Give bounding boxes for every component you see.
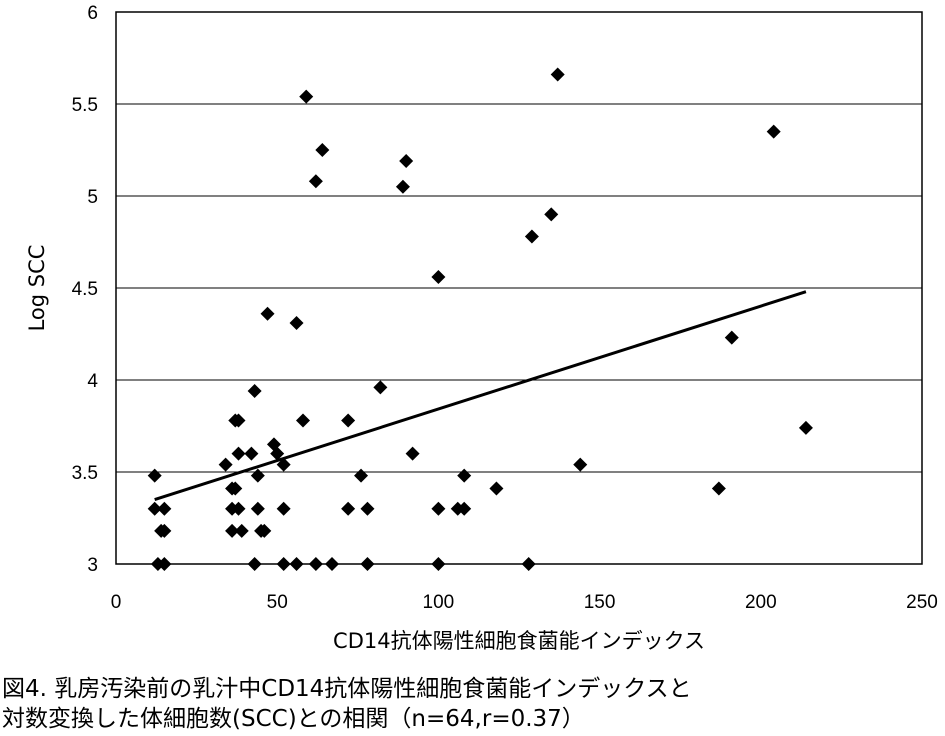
x-axis-ticks: 0 50 100 150 200 250 [111, 592, 938, 613]
x-axis-label: CD14抗体陽性細胞食菌能インデックス [333, 629, 705, 653]
data-point [431, 557, 446, 571]
scatter-chart: 3 3.5 4 4.5 5 5.5 6 0 50 100 150 200 250 Log SCC CD… [25, 3, 938, 653]
data-point [147, 468, 162, 483]
data-point [354, 468, 369, 483]
data-point [341, 413, 356, 428]
data-point [276, 501, 291, 516]
data-point [289, 557, 304, 571]
data-point [276, 457, 291, 472]
y-tick-label: 4.5 [72, 279, 98, 300]
data-point [157, 501, 172, 516]
y-tick-label: 4 [87, 371, 98, 392]
data-point [147, 501, 162, 516]
data-point [325, 557, 340, 571]
data-point [276, 557, 291, 571]
data-point [489, 481, 504, 496]
data-point [524, 229, 539, 244]
data-point [431, 269, 446, 284]
data-point [399, 154, 414, 169]
data-point [360, 501, 375, 516]
y-tick-label: 3 [87, 555, 98, 576]
data-point [550, 67, 565, 82]
x-tick-label: 100 [423, 592, 455, 613]
figure-caption-line-1: 図4. 乳房汚染前の乳汁中CD14抗体陽性細胞食菌能インデックスと [2, 676, 692, 702]
x-tick-label: 50 [267, 592, 288, 613]
x-tick-label: 250 [906, 592, 938, 613]
data-point [341, 501, 356, 516]
data-point [234, 523, 249, 538]
data-point [295, 413, 310, 428]
data-point [289, 315, 304, 330]
data-point [766, 124, 781, 139]
data-point [360, 557, 375, 571]
data-point [431, 501, 446, 516]
plot-area-border [115, 11, 923, 565]
data-point [315, 143, 330, 157]
data-point [157, 557, 172, 571]
data-point [711, 481, 726, 496]
data-point [247, 384, 262, 399]
x-tick-label: 150 [584, 592, 616, 613]
y-axis-label: Log SCC [25, 245, 49, 332]
data-point [260, 306, 275, 321]
data-point [457, 468, 472, 483]
y-tick-label: 5.5 [72, 95, 98, 116]
gridlines [116, 103, 922, 473]
data-point [270, 446, 285, 461]
data-point [247, 557, 262, 571]
y-tick-label: 3.5 [72, 463, 98, 484]
data-point [257, 523, 272, 538]
x-tick-label: 0 [111, 592, 122, 613]
data-points [147, 67, 813, 571]
data-point [299, 89, 314, 104]
data-point [228, 481, 243, 496]
data-point [231, 446, 246, 461]
data-point [218, 457, 233, 472]
data-point [250, 501, 265, 516]
trendline [154, 290, 807, 502]
data-point [308, 174, 323, 189]
data-point [231, 413, 246, 428]
y-tick-label: 5 [87, 187, 98, 208]
figure-caption-line-2: 対数変換した体細胞数(SCC)との相関（n=64,r=0.37） [2, 706, 585, 732]
data-point [225, 523, 240, 538]
data-point [244, 446, 259, 461]
y-tick-label: 6 [87, 3, 98, 24]
data-point [395, 179, 410, 194]
data-point [798, 420, 813, 435]
data-point [457, 501, 472, 516]
y-axis-ticks: 3 3.5 4 4.5 5 5.5 6 [72, 3, 99, 576]
data-point [250, 468, 265, 483]
data-point [521, 557, 536, 571]
data-point [405, 446, 420, 461]
data-point [544, 207, 559, 222]
data-point [373, 380, 388, 395]
x-tick-label: 200 [745, 592, 777, 613]
data-point [724, 330, 739, 345]
data-point [308, 557, 323, 571]
data-point [573, 457, 588, 472]
data-point [231, 501, 246, 516]
data-point [157, 523, 172, 538]
